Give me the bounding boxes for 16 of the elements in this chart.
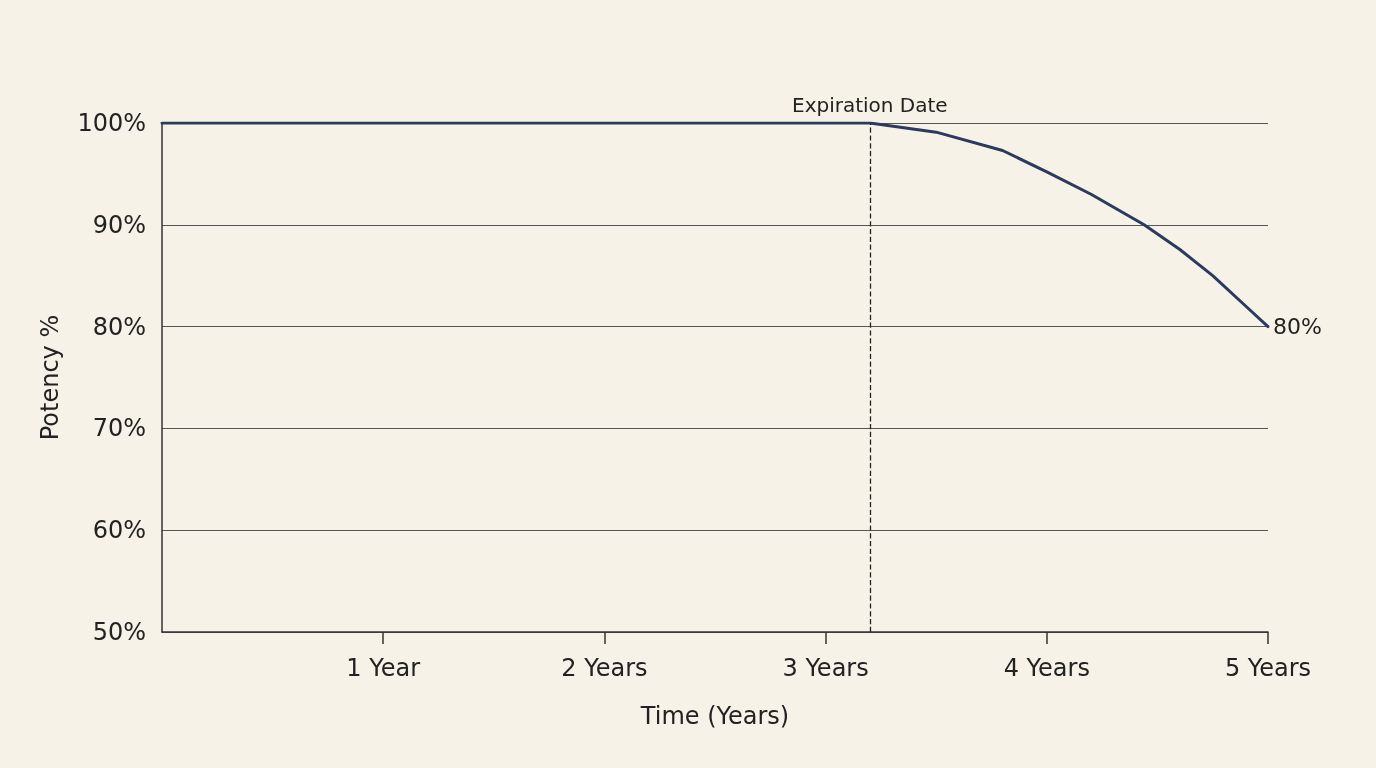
x-tick-label: 4 Years (1003, 654, 1090, 682)
x-tick-label: 5 Years (1224, 654, 1312, 682)
x-tick-label: 3 Years (782, 654, 869, 682)
data-label: 80% (1273, 314, 1322, 340)
x-tick-label: 2 Years (561, 654, 648, 682)
y-tick-label: 70% (92, 414, 146, 443)
x-axis-title: Time (Years) (639, 702, 790, 730)
y-tick-label: 50% (92, 618, 146, 646)
y-tick-label: 60% (92, 516, 146, 545)
line-series (160, 121, 1270, 329)
y-axis-title: Potency % (36, 314, 64, 441)
y-tick-label: 100% (77, 109, 146, 137)
y-tick-label: 90% (92, 210, 146, 239)
y-tick-label: 80% (92, 312, 146, 341)
x-tick-label: 1 Year (346, 654, 421, 682)
ref-line-label: Expiration Date (792, 93, 948, 117)
